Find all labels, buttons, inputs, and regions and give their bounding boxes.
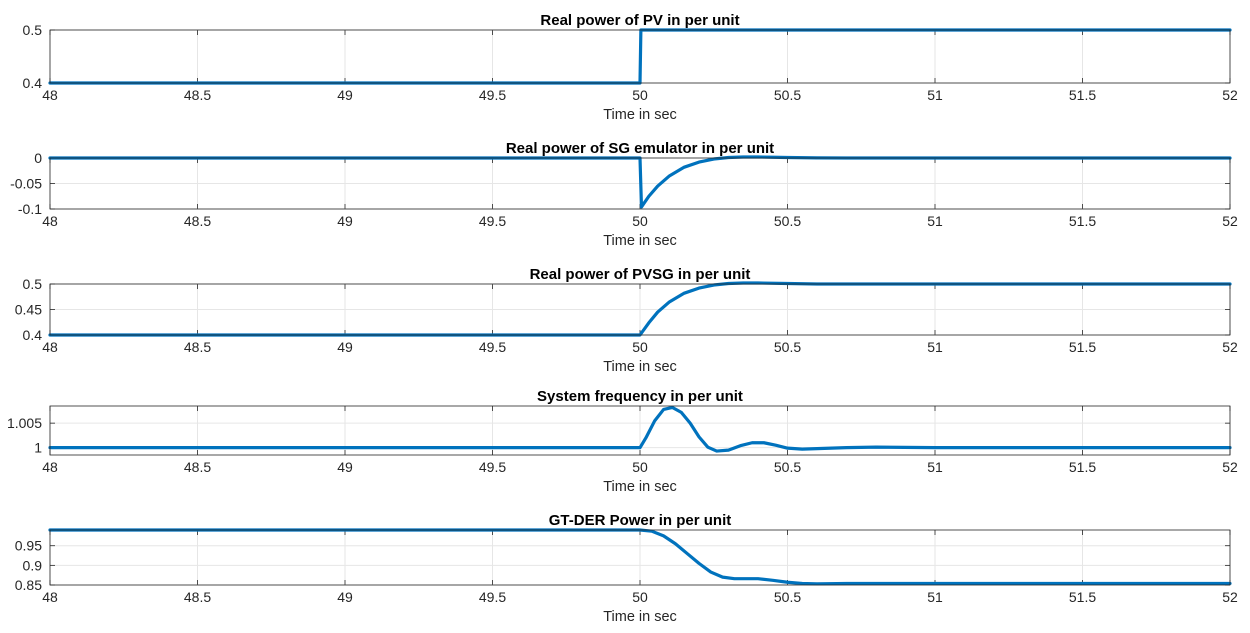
y-tick-label: 0.4 <box>23 75 43 91</box>
x-tick-label: 50 <box>632 459 648 475</box>
x-tick-label: 48 <box>42 339 58 355</box>
y-tick-label: 0 <box>34 150 42 166</box>
x-tick-label: 48.5 <box>184 213 211 229</box>
x-tick-label: 50 <box>632 213 648 229</box>
x-tick-label: 50.5 <box>774 213 801 229</box>
x-tick-label: 52 <box>1222 87 1238 103</box>
x-tick-label: 51 <box>927 87 943 103</box>
x-tick-label: 52 <box>1222 459 1238 475</box>
chart-title: Real power of PVSG in per unit <box>530 266 751 283</box>
x-tick-label: 49 <box>337 459 353 475</box>
x-tick-label: 48 <box>42 87 58 103</box>
x-tick-label: 50 <box>632 339 648 355</box>
y-tick-label: 0.9 <box>23 557 43 573</box>
x-tick-label: 52 <box>1222 213 1238 229</box>
subplot-5: 48 48.5 49 49.5 50 50.5 51 51.5 52 0.85 0.9 0.95 GT-… <box>15 512 1238 625</box>
x-axis-label: Time in sec <box>603 479 677 495</box>
x-tick-label: 49 <box>337 339 353 355</box>
subplot-3: 48 48.5 49 49.5 50 50.5 51 51.5 52 0.4 0.45 0.5 Real… <box>15 266 1238 375</box>
x-tick-label: 49.5 <box>479 339 506 355</box>
x-axis-label: Time in sec <box>603 233 677 249</box>
x-tick-label: 49.5 <box>479 87 506 103</box>
x-tick-label: 51 <box>927 459 943 475</box>
axes-frame <box>49 529 1231 586</box>
x-tick-label: 51.5 <box>1069 87 1096 103</box>
x-tick-label: 48.5 <box>184 459 211 475</box>
series-line-1 <box>48 528 1232 586</box>
x-tick-label: 50.5 <box>774 589 801 605</box>
x-tick-label: 48.5 <box>184 589 211 605</box>
y-tick-label: 0.4 <box>23 327 43 343</box>
x-tick-label: 48.5 <box>184 339 211 355</box>
subplot-4: 48 48.5 49 49.5 50 50.5 51 51.5 52 1 1.005 System f… <box>7 388 1238 495</box>
subplot-1: 48 48.5 49 49.5 50 50.5 51 51.5 52 0.4 0.5 Real pow… <box>23 12 1238 123</box>
axes-frame <box>49 157 1231 210</box>
x-tick-label: 50 <box>632 589 648 605</box>
x-tick-label: 50.5 <box>774 459 801 475</box>
x-tick-label: 52 <box>1222 339 1238 355</box>
x-tick-label: 49 <box>337 213 353 229</box>
axes-frame <box>49 405 1231 456</box>
x-axis-label: Time in sec <box>603 359 677 375</box>
chart-title: GT-DER Power in per unit <box>549 512 732 529</box>
y-tick-label: 0.95 <box>15 538 42 554</box>
x-tick-label: 50.5 <box>774 87 801 103</box>
x-tick-label: 48 <box>42 213 58 229</box>
x-tick-label: 51.5 <box>1069 589 1096 605</box>
y-tick-label: 0.45 <box>15 302 42 318</box>
y-tick-label: 0.5 <box>23 276 43 292</box>
x-tick-label: 51 <box>927 213 943 229</box>
axes-frame <box>49 283 1231 336</box>
x-tick-label: 48.5 <box>184 87 211 103</box>
series-line-1 <box>48 155 1232 209</box>
y-tick-label: -0.05 <box>10 176 42 192</box>
x-axis-label: Time in sec <box>603 609 677 625</box>
x-tick-label: 50 <box>632 87 648 103</box>
x-tick-label: 52 <box>1222 589 1238 605</box>
x-tick-label: 51.5 <box>1069 459 1096 475</box>
y-tick-label: 0.5 <box>23 22 43 38</box>
x-tick-label: 51.5 <box>1069 339 1096 355</box>
chart-title: System frequency in per unit <box>537 388 743 405</box>
x-tick-label: 51 <box>927 589 943 605</box>
chart-title: Real power of SG emulator in per unit <box>506 140 774 157</box>
y-tick-label: 0.85 <box>15 577 42 593</box>
x-tick-label: 49.5 <box>479 459 506 475</box>
y-tick-label: -0.1 <box>18 201 42 217</box>
series-line-1 <box>48 405 1232 453</box>
y-tick-label: 1.005 <box>7 415 42 431</box>
subplot-2: 48 48.5 49 49.5 50 50.5 51 51.5 52 -0.1 -0.05 0 Real… <box>10 140 1238 249</box>
x-tick-label: 50.5 <box>774 339 801 355</box>
x-tick-label: 49.5 <box>479 213 506 229</box>
x-tick-label: 49 <box>337 87 353 103</box>
x-tick-label: 51 <box>927 339 943 355</box>
axes-frame <box>49 29 1231 84</box>
x-tick-label: 49 <box>337 589 353 605</box>
x-tick-label: 51.5 <box>1069 213 1096 229</box>
x-tick-label: 48 <box>42 459 58 475</box>
y-tick-label: 1 <box>34 440 42 456</box>
x-tick-label: 49.5 <box>479 589 506 605</box>
x-axis-label: Time in sec <box>603 107 677 123</box>
chart-title: Real power of PV in per unit <box>540 12 739 29</box>
x-tick-label: 48 <box>42 589 58 605</box>
